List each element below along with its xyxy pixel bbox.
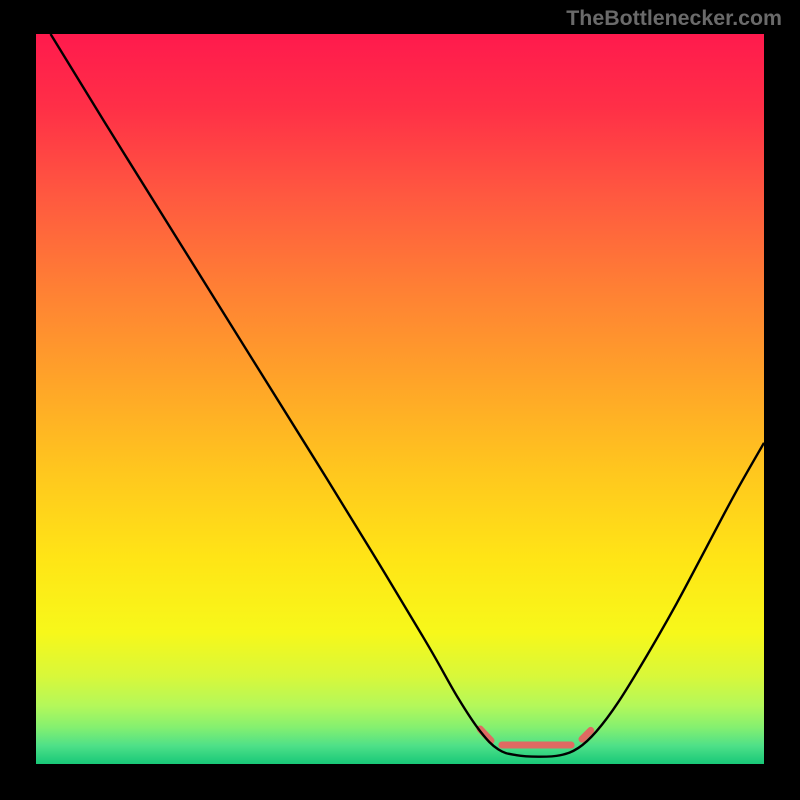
bottleneck-curve (51, 34, 764, 757)
plot-area (36, 34, 764, 764)
curve-layer (36, 34, 764, 764)
valley-highlight (480, 729, 591, 745)
watermark-text: TheBottlenecker.com (566, 6, 782, 31)
chart-container: TheBottlenecker.com (0, 0, 800, 800)
